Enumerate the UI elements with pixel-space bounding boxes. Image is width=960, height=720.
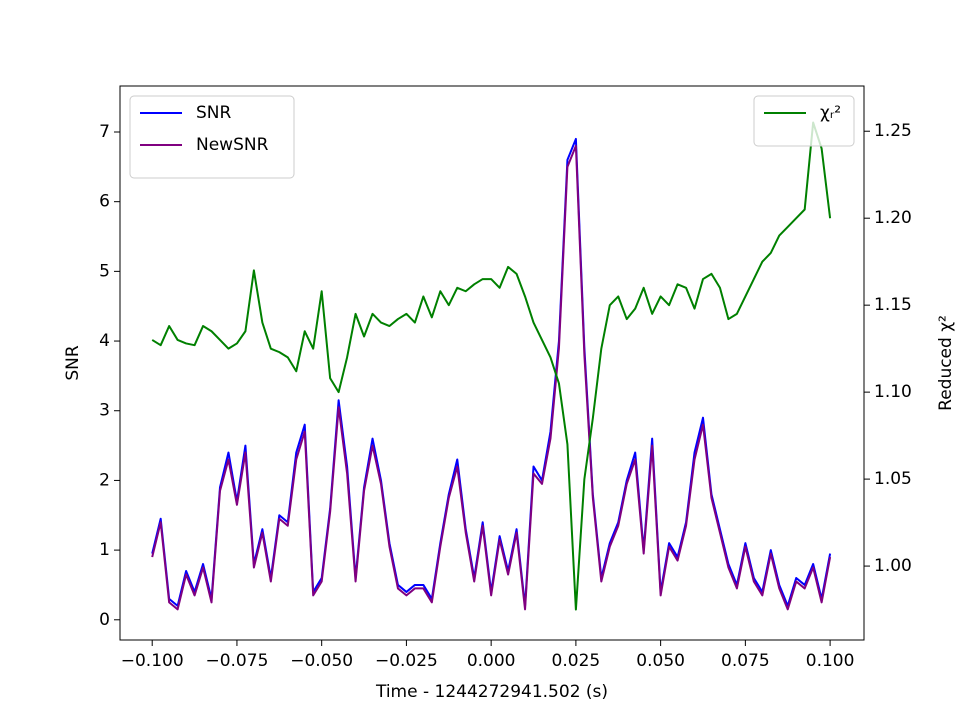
series-line (151, 144, 832, 611)
y2-tick-label: 1.00 (874, 556, 912, 576)
y-tick-label: 0 (99, 610, 110, 630)
y2-tick-label: 1.10 (874, 382, 912, 402)
x-tick-label: 0.000 (467, 651, 516, 671)
y-tick-label: 1 (99, 540, 110, 560)
x-tick-label: −0.025 (375, 651, 438, 671)
legend-box (753, 95, 855, 147)
x-tick-label: −0.075 (205, 651, 268, 671)
series-line (151, 121, 832, 611)
y-tick-label: 4 (99, 331, 110, 351)
x-tick-label: 0.075 (721, 651, 770, 671)
y-tick-label: 2 (99, 470, 110, 490)
legend-label: NewSNR (196, 135, 269, 155)
x-tick-label: 0.025 (552, 651, 601, 671)
y2-tick-label: 1.25 (874, 121, 912, 141)
y-axis-label: SNR (63, 345, 83, 381)
legend-box (129, 95, 295, 179)
y-tick-label: 6 (99, 192, 110, 212)
y-tick-label: 5 (99, 261, 110, 281)
legend-label: χᵣ² (820, 103, 841, 123)
y2-tick-label: 1.20 (874, 208, 912, 228)
legend-label: SNR (196, 103, 232, 123)
x-tick-label: −0.100 (121, 651, 184, 671)
x-tick-label: 0.100 (806, 651, 855, 671)
y2-tick-label: 1.05 (874, 469, 912, 489)
y-tick-label: 3 (99, 401, 110, 421)
x-tick-label: −0.050 (290, 651, 353, 671)
y2-tick-label: 1.15 (874, 295, 912, 315)
x-axis-label: Time - 1244272941.502 (s) (375, 682, 608, 702)
x-tick-label: 0.050 (636, 651, 685, 671)
y-tick-label: 7 (99, 122, 110, 142)
y2-axis-label: Reduced χ² (936, 315, 956, 411)
plot-frame (119, 85, 865, 641)
